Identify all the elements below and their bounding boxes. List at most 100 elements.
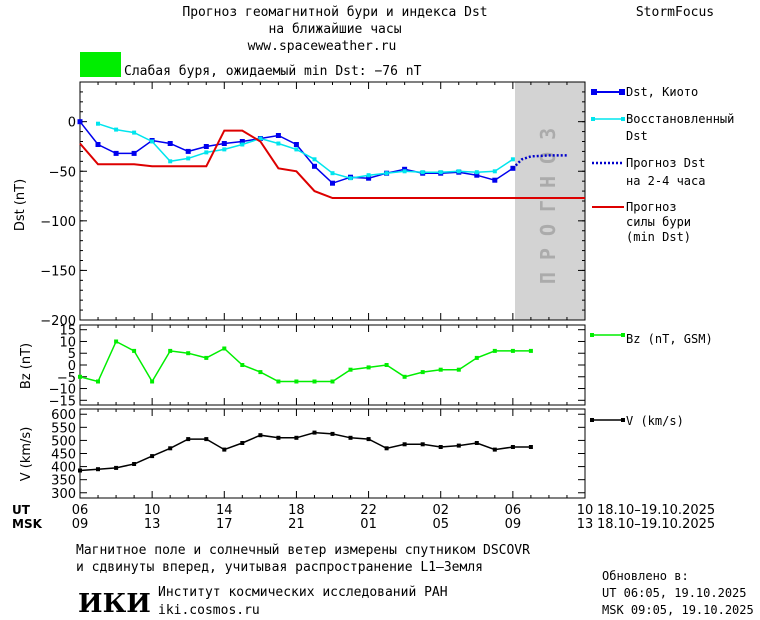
bz-point: [258, 370, 263, 375]
dst-point: [312, 163, 317, 169]
forecast-band: [515, 82, 585, 320]
ut-tick-label: 10: [577, 503, 594, 518]
msk-tick-label: 21: [288, 517, 305, 532]
dst-point: [113, 150, 119, 156]
bz-ytick-label: 5: [68, 347, 76, 362]
v-point: [78, 468, 82, 473]
bz-series-group: [78, 339, 533, 384]
v-point: [132, 462, 137, 466]
v-point: [474, 441, 479, 445]
v-ytick-label: 350: [51, 474, 76, 489]
bz-plot-frame: [79, 324, 586, 406]
dst-point: [330, 180, 335, 186]
bz-ytick-label: 10: [59, 335, 76, 350]
v-point: [168, 446, 173, 451]
ut-tick-label: 22: [360, 503, 377, 518]
ut-tick-label: 14: [216, 503, 233, 518]
legend: Dst, Киото Восстановленный Dst Прогноз D…: [590, 85, 734, 428]
v-axis-label: V (km/s): [19, 427, 34, 482]
bz-ytick-label: 0: [68, 359, 76, 374]
legend-storm-3: (min Dst): [626, 230, 691, 244]
dst-point: [239, 139, 245, 144]
msk-tick-label: 13: [577, 517, 594, 532]
bz-point: [204, 355, 209, 360]
legend-storm-2: силы бури: [626, 215, 691, 229]
v-point: [492, 447, 497, 452]
dst-point: [258, 136, 263, 141]
bz-point: [294, 379, 299, 384]
dst-point: [366, 175, 372, 181]
v-point: [276, 435, 281, 440]
dst-point: [185, 148, 191, 154]
msk-tick-label: 13: [144, 517, 161, 532]
bz-axis-label: Bz (nT): [19, 343, 34, 389]
dst-point: [167, 141, 173, 146]
v-point: [456, 443, 461, 448]
msk-tick-label: 09: [72, 517, 89, 532]
dst-series-line-2: [512, 154, 567, 170]
institute-url[interactable]: iki.cosmos.ru: [158, 603, 260, 618]
v-point: [114, 465, 119, 470]
legend-restored-1: Восстановленный: [626, 112, 734, 126]
msk-tick-label: 17: [216, 517, 233, 532]
v-point: [240, 441, 245, 445]
updated-label: Обновлено в:: [602, 569, 689, 583]
institute-name: Институт космических исследований РАН: [158, 585, 448, 600]
v-point: [420, 442, 425, 447]
note-line-1: Магнитное поле и солнечный ветер измерен…: [76, 543, 530, 558]
legend-dst-marker: [619, 89, 625, 95]
v-ytick-label: 450: [51, 448, 76, 463]
site-url[interactable]: www.spaceweather.ru: [248, 39, 397, 54]
v-plot-frame: [79, 408, 586, 499]
dst-point: [95, 142, 101, 147]
v-ytick-label: 500: [51, 434, 76, 449]
ut-tick-label: 02: [432, 503, 449, 518]
v-point: [402, 442, 407, 447]
dst-point: [312, 157, 317, 162]
dst-point: [276, 141, 281, 146]
dst-ytick-label: −50: [49, 165, 76, 180]
msk-label: MSK: [12, 517, 43, 531]
v-point: [258, 433, 263, 438]
dst-point: [222, 147, 227, 152]
dst-point: [150, 139, 155, 144]
bz-point: [186, 351, 191, 356]
bz-ytick-label: −10: [49, 383, 76, 398]
v-point: [186, 437, 191, 442]
dst-point: [438, 170, 443, 175]
legend-storm-1: Прогноз: [626, 200, 677, 214]
legend-dst-marker: [591, 89, 597, 95]
v-point: [510, 445, 515, 449]
dst-point: [420, 170, 425, 175]
date-range-msk: 18.10–19.10.2025: [597, 517, 715, 532]
bz-point: [438, 367, 443, 372]
v-point: [366, 437, 371, 442]
dst-point: [456, 169, 461, 174]
dst-point: [96, 121, 100, 126]
dst-point: [474, 170, 479, 175]
ut-tick-label: 06: [505, 503, 522, 518]
msk-tick-label: 09: [505, 517, 522, 532]
bz-point: [348, 367, 353, 372]
legend-bz-marker: [621, 333, 625, 337]
v-point: [528, 445, 533, 449]
iki-logo[interactable]: ИКИ: [78, 589, 151, 619]
v-point: [96, 467, 100, 472]
bz-point: [240, 363, 245, 367]
date-range-ut: 18.10–19.10.2025: [597, 503, 715, 518]
dst-point: [131, 150, 137, 156]
dst-point: [186, 156, 191, 161]
dst-point: [221, 141, 227, 146]
bz-point: [528, 348, 533, 353]
dst-point: [240, 142, 245, 147]
v-ytick-label: 400: [51, 461, 76, 476]
legend-restored-2: Dst: [626, 129, 648, 143]
dst-axis-label: Dst (nT): [13, 179, 28, 231]
dst-point: [492, 177, 498, 183]
msk-tick-label: 01: [360, 517, 377, 532]
v-point: [204, 437, 209, 442]
bz-point: [150, 379, 155, 384]
